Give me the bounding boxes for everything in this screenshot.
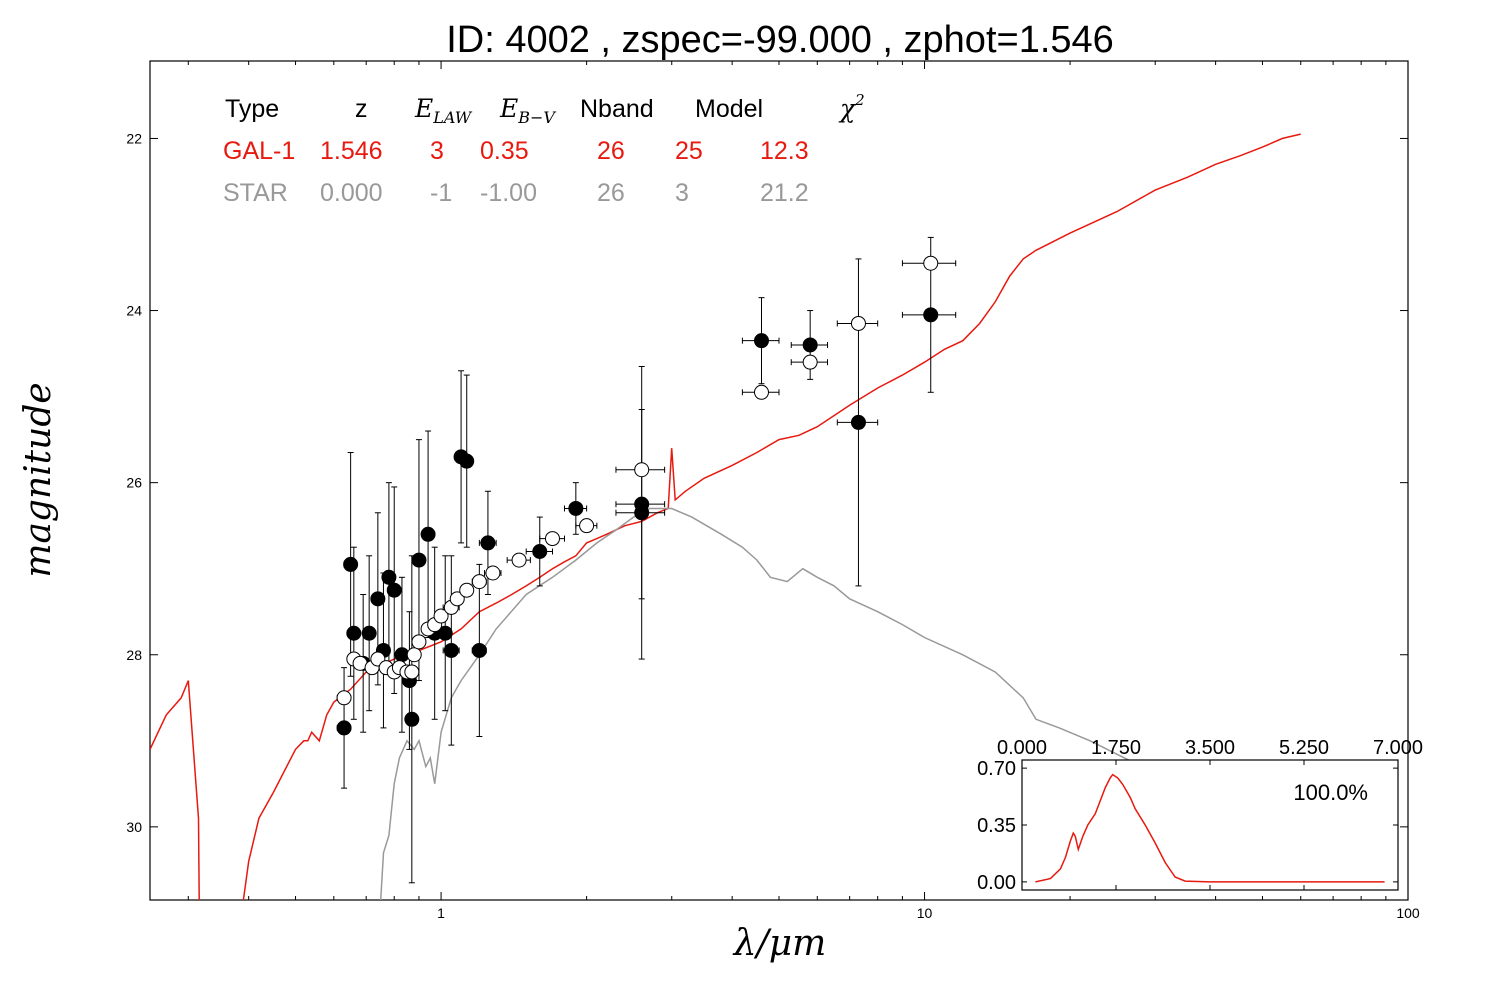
table-row-1-cell-4: 26 (597, 179, 625, 207)
inset-pdf-line (1035, 773, 1385, 883)
observed-marker (568, 500, 584, 516)
y-tick-label: 24 (126, 303, 142, 319)
x-tick-label: 1 (437, 905, 445, 921)
inset-x-tick-label: 5.250 (1279, 737, 1329, 759)
table-row-0-cell-4: 26 (597, 137, 625, 165)
model-marker (802, 354, 818, 370)
star-sed-line (379, 507, 1334, 900)
table-row-1-cell-5: 3 (675, 179, 689, 207)
table-row-0-cell-6: 12.3 (760, 137, 809, 165)
model-marker (634, 462, 650, 478)
observed-marker (532, 543, 548, 559)
inset-x-tick-label: 1.750 (1091, 737, 1141, 759)
model-marker (406, 647, 422, 663)
y-axis-label: magnitude (18, 382, 59, 577)
table-header-nband: Nband (580, 95, 654, 123)
observed-marker (411, 552, 427, 568)
model-marker (433, 608, 449, 624)
inset-frame (1021, 759, 1399, 891)
observed-marker (437, 625, 453, 641)
inset-y-tick-label: 0.70 (977, 758, 1016, 780)
observed-marker (850, 414, 866, 430)
model-marker (544, 531, 560, 547)
table-header-elaw: ELAW (414, 94, 473, 127)
observed-marker (420, 526, 436, 542)
observed-marker (336, 720, 352, 736)
model-marker (449, 591, 465, 607)
observed-marker (404, 711, 420, 727)
table-header-type: Type (225, 95, 279, 123)
model-marker (411, 634, 427, 650)
observed-marker (443, 642, 459, 658)
model-marker (459, 582, 475, 598)
table-row-1-cell-1: 0.000 (320, 179, 383, 207)
y-tick-label: 26 (126, 475, 142, 491)
table-row-1-cell-6: 21.2 (760, 179, 809, 207)
inset-x-tick-label: 3.500 (1185, 737, 1235, 759)
table-header-z: z (355, 95, 368, 123)
inset-y-tick-label: 0.35 (977, 815, 1016, 837)
gal-1-sed-line (150, 680, 200, 900)
x-tick-label: 100 (1396, 905, 1420, 921)
observed-marker (386, 582, 402, 598)
model-marker (404, 664, 420, 680)
model-marker (276, 902, 290, 916)
model-points (276, 255, 957, 916)
table-header-chi2: χ2 (838, 91, 865, 123)
observed-marker (370, 591, 386, 607)
model-marker (336, 690, 352, 706)
table-header-ebv: EB−V (499, 94, 556, 127)
y-tick-label: 30 (126, 819, 142, 835)
inset-probability-label: 100.0% (1293, 780, 1368, 805)
axis-layer: 1 10 100 22 24 26 28 30 (126, 61, 1420, 921)
y-tick-label: 28 (126, 647, 142, 663)
table-row-0-cell-1: 1.546 (320, 137, 383, 165)
observed-marker (381, 569, 397, 585)
model-marker (471, 574, 487, 590)
table-row-0-cell-0: GAL-1 (223, 137, 295, 165)
observed-marker (346, 625, 362, 641)
observed-marker (343, 556, 359, 572)
model-marker (753, 384, 769, 400)
observed-marker (459, 453, 475, 469)
table-row-0-cell-3: 0.35 (480, 137, 529, 165)
fit-table: Type z ELAW EB−V Nband Model χ2 GAL-1 1.546 3 0.35… (223, 91, 865, 207)
observed-marker (480, 535, 496, 551)
model-marker (850, 315, 866, 331)
series-layer (150, 133, 1334, 916)
table-header-model: Model (695, 95, 763, 123)
inset-x-tick-label: 7.000 (1373, 737, 1423, 759)
table-row-0-cell-2: 3 (430, 137, 444, 165)
model-marker (511, 552, 527, 568)
observed-marker (802, 337, 818, 353)
x-tick-label: 10 (917, 905, 933, 921)
observed-marker (634, 505, 650, 521)
table-row-1-cell-2: -1 (430, 179, 452, 207)
inset-x-tick-label: 0.000 (997, 737, 1047, 759)
table-row-0-cell-5: 25 (675, 137, 703, 165)
model-marker (923, 255, 939, 271)
model-marker (579, 518, 595, 534)
x-axis-label: λ/μm (732, 923, 826, 964)
chart-title: ID: 4002 , zspec=-99.000 , zphot=1.546 (446, 19, 1114, 61)
observed-marker (471, 642, 487, 658)
observed-marker (361, 625, 377, 641)
observed-marker (923, 307, 939, 323)
y-tick-label: 22 (126, 130, 142, 146)
inset-y-tick-label: 0.00 (977, 872, 1016, 894)
model-marker (485, 565, 501, 581)
table-row-1-cell-0: STAR (223, 179, 288, 207)
observed-points (336, 236, 957, 884)
table-row-1-cell-3: -1.00 (480, 179, 537, 207)
observed-marker (753, 333, 769, 349)
redshift-pdf-inset: 0.000 1.750 3.500 5.250 7.000 0.00 0.35 0.70 100… (977, 737, 1423, 894)
